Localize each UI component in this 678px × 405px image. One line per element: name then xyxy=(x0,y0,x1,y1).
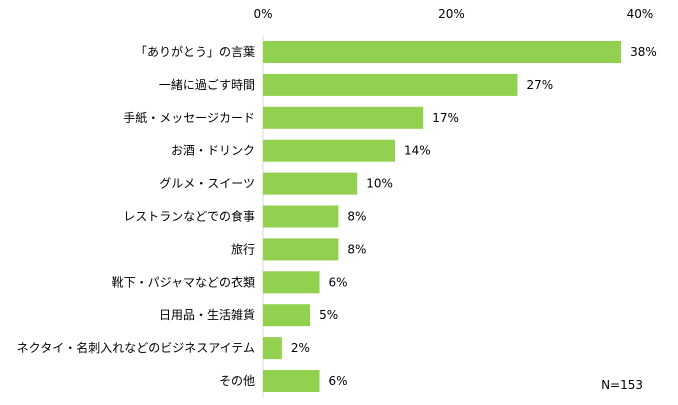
x-axis: 0% 20% 40% xyxy=(253,7,654,398)
value-label: 6% xyxy=(329,275,348,289)
value-label: 6% xyxy=(329,374,348,388)
bar-series xyxy=(263,41,622,392)
value-label: 8% xyxy=(347,242,366,256)
category-label: その他 xyxy=(219,374,255,388)
bar xyxy=(263,41,622,63)
category-labels: 「ありがとう」の言葉一緒に過ごす時間手紙・メッセージカードお酒・ドリンクグルメ・… xyxy=(17,44,255,388)
bar xyxy=(263,73,518,96)
category-label: 靴下・パジャマなどの衣類 xyxy=(112,274,255,289)
sample-size-note: N=153 xyxy=(601,378,643,392)
value-label: 10% xyxy=(366,177,393,191)
bar xyxy=(263,172,358,195)
bar xyxy=(263,139,395,162)
bar xyxy=(263,205,339,228)
category-label: 一緒に過ごす時間 xyxy=(159,77,255,92)
category-label: 手紙・メッセージカード xyxy=(123,110,255,125)
category-label: 旅行 xyxy=(231,242,255,256)
bar xyxy=(263,370,320,392)
value-label: 38% xyxy=(630,45,657,59)
value-label: 17% xyxy=(432,111,459,125)
category-label: お酒・ドリンク xyxy=(171,144,255,158)
category-label: 「ありがとう」の言葉 xyxy=(135,44,255,59)
bar xyxy=(263,238,339,261)
bar xyxy=(263,106,424,129)
value-labels: 38% 27% 17% 14% 10% 8% 8% 6% 5% 2% 6% xyxy=(291,45,657,388)
bar xyxy=(263,304,311,327)
value-label: 27% xyxy=(526,78,553,92)
value-label: 14% xyxy=(404,144,431,158)
value-label: 5% xyxy=(319,308,338,322)
bar xyxy=(263,271,320,294)
category-label: グルメ・スイーツ xyxy=(159,177,255,191)
x-tick-label: 0% xyxy=(253,7,272,21)
value-label: 2% xyxy=(291,341,310,355)
x-tick-label: 40% xyxy=(627,7,654,21)
category-label: 日用品・生活雑貨 xyxy=(159,307,255,322)
x-tick-label: 20% xyxy=(438,7,465,21)
category-label: レストランなどでの食事 xyxy=(123,209,255,224)
value-label: 8% xyxy=(347,210,366,224)
bar xyxy=(263,337,282,360)
category-label: ネクタイ・名刺入れなどのビジネスアイテム xyxy=(17,340,255,355)
